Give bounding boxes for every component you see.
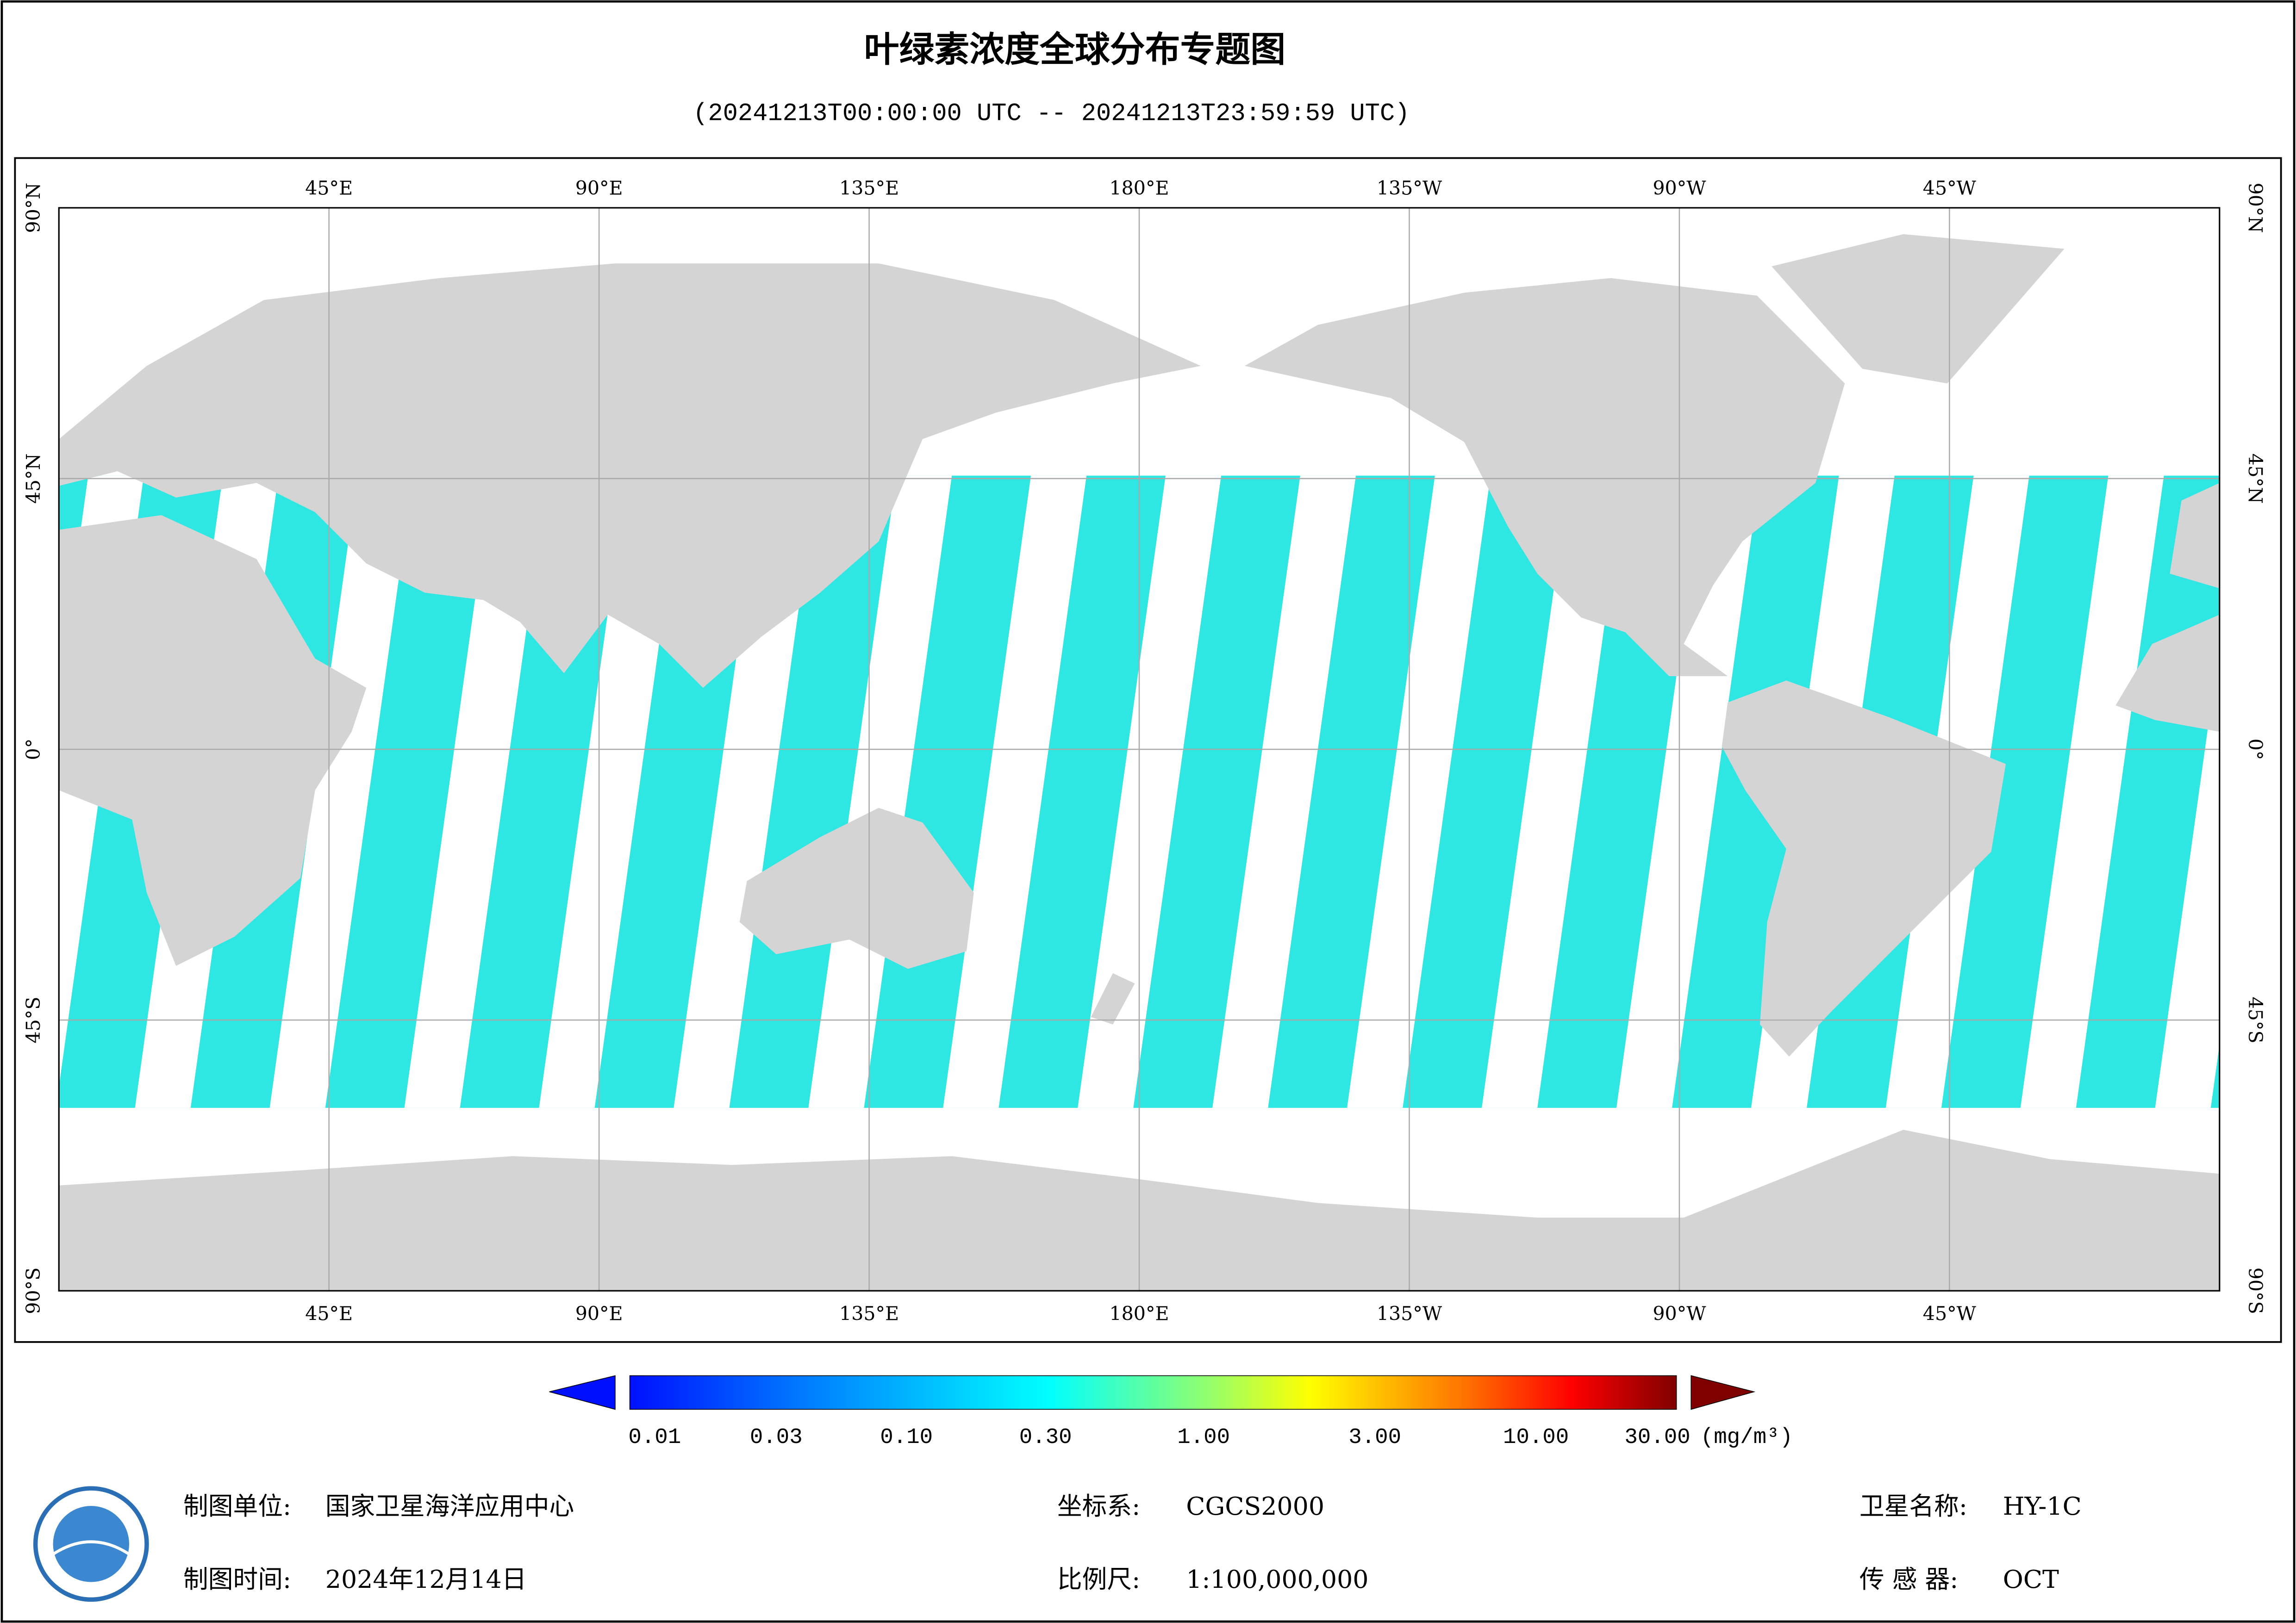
colorbar-label: 3.00: [1348, 1425, 1401, 1450]
lat-label-left: 0°: [22, 739, 44, 760]
swath-gap: [1616, 475, 1760, 1108]
lat-label-right: 45°S: [2244, 997, 2266, 1044]
footer-label: 卫星名称:: [1859, 1492, 1967, 1521]
lat-label-right: 0°: [2244, 739, 2266, 760]
footer-label: 坐标系:: [1057, 1492, 1140, 1521]
axis-labels: 45°E 45°E 90°E 90°E 135°E 135°E 180°E 180°E 135°…: [22, 177, 2266, 1325]
logo: [33, 1486, 149, 1602]
colorbar-low-arrow: [549, 1375, 616, 1410]
swath-gap: [1212, 475, 1356, 1108]
lon-label-top: 135°E: [839, 177, 899, 199]
new-zealand: [1091, 973, 1135, 1025]
colorbar-label: 30.00: [1624, 1425, 1690, 1450]
swath-gap: [943, 475, 1087, 1108]
lon-label-top: 90°W: [1653, 177, 1706, 199]
swath-gap: [808, 475, 952, 1108]
footer-value: HY-1C: [2003, 1492, 2082, 1521]
lon-label-bottom: 90°W: [1653, 1302, 1706, 1325]
map-border: [58, 207, 2221, 1292]
lon-label-bottom: 45°W: [1923, 1302, 1977, 1325]
footer-label: 比例尺:: [1057, 1565, 1140, 1594]
footer-label: 制图时间:: [183, 1565, 291, 1594]
australia: [739, 808, 974, 969]
logo-wave: [52, 1540, 130, 1556]
footer-value: 国家卫星海洋应用中心: [325, 1492, 574, 1521]
lat-label-left: 45°N: [22, 454, 44, 504]
colorbar-label: 0.03: [750, 1425, 803, 1450]
lat-label-left: 90°N: [22, 183, 44, 233]
subtitle: (20241213T00:00:00 UTC -- 20241213T23:59…: [693, 99, 1410, 128]
lat-label-right: 45°N: [2244, 454, 2266, 504]
colorbar-label: 0.30: [1019, 1425, 1072, 1450]
lon-label-top: 45°W: [1923, 177, 1977, 199]
swath-gap: [1347, 475, 1491, 1108]
greenland: [1772, 234, 2065, 384]
footer-value: 2024年12月14日: [325, 1565, 527, 1594]
lat-label-right: 90°N: [2244, 183, 2266, 233]
title: 叶绿素浓度全球分布专题图: [864, 29, 1286, 70]
footer-value: 1:100,000,000: [1186, 1565, 1368, 1594]
lon-label-bottom: 45°E: [305, 1302, 353, 1325]
footer-value: CGCS2000: [1186, 1492, 1324, 1521]
colorbar-label: 10.00: [1503, 1425, 1569, 1450]
swath-gap: [269, 475, 413, 1108]
europe-west: [2170, 483, 2220, 589]
colorbar-label: 0.01: [628, 1425, 681, 1450]
north-america: [1244, 278, 1845, 676]
swath-gap: [1482, 475, 1625, 1108]
africa: [59, 515, 367, 966]
lon-label-bottom: 135°W: [1377, 1302, 1442, 1325]
lon-label-top: 90°E: [575, 177, 623, 199]
lon-label-top: 45°E: [305, 177, 353, 199]
map-frame: [14, 157, 2282, 1343]
footer-value: OCT: [2003, 1565, 2059, 1594]
swath-gap: [1078, 475, 1222, 1108]
lat-label-right: 90°S: [2244, 1268, 2266, 1314]
logo-globe: [53, 1506, 130, 1582]
colorbar-high-arrow: [1691, 1375, 1756, 1410]
lat-label-left: 45°S: [22, 997, 44, 1044]
colorbar-label: 0.10: [880, 1425, 933, 1450]
lon-label-bottom: 90°E: [575, 1302, 623, 1325]
swath-gap: [404, 475, 548, 1108]
eurasia: [59, 263, 1201, 688]
colorbar-unit: (mg/m³): [1701, 1425, 1793, 1450]
africa-west: [2115, 615, 2220, 732]
swath-gap: [674, 475, 817, 1108]
colorbar-label: 1.00: [1177, 1425, 1230, 1450]
graticule: [59, 208, 2220, 1291]
lon-label-top: 135°W: [1377, 177, 1442, 199]
map: [59, 208, 2220, 1291]
swath-gap: [2020, 475, 2164, 1108]
lon-label-bottom: 180°E: [1110, 1302, 1169, 1325]
south-america: [1722, 680, 2006, 1057]
footer-label: 制图单位:: [183, 1492, 291, 1521]
footer-label: 传 感 器:: [1859, 1565, 1959, 1594]
lon-label-top: 180°E: [1110, 177, 1169, 199]
colorbar: [629, 1375, 1677, 1410]
lon-label-bottom: 135°E: [839, 1302, 899, 1325]
lat-label-left: 90°S: [22, 1268, 44, 1314]
